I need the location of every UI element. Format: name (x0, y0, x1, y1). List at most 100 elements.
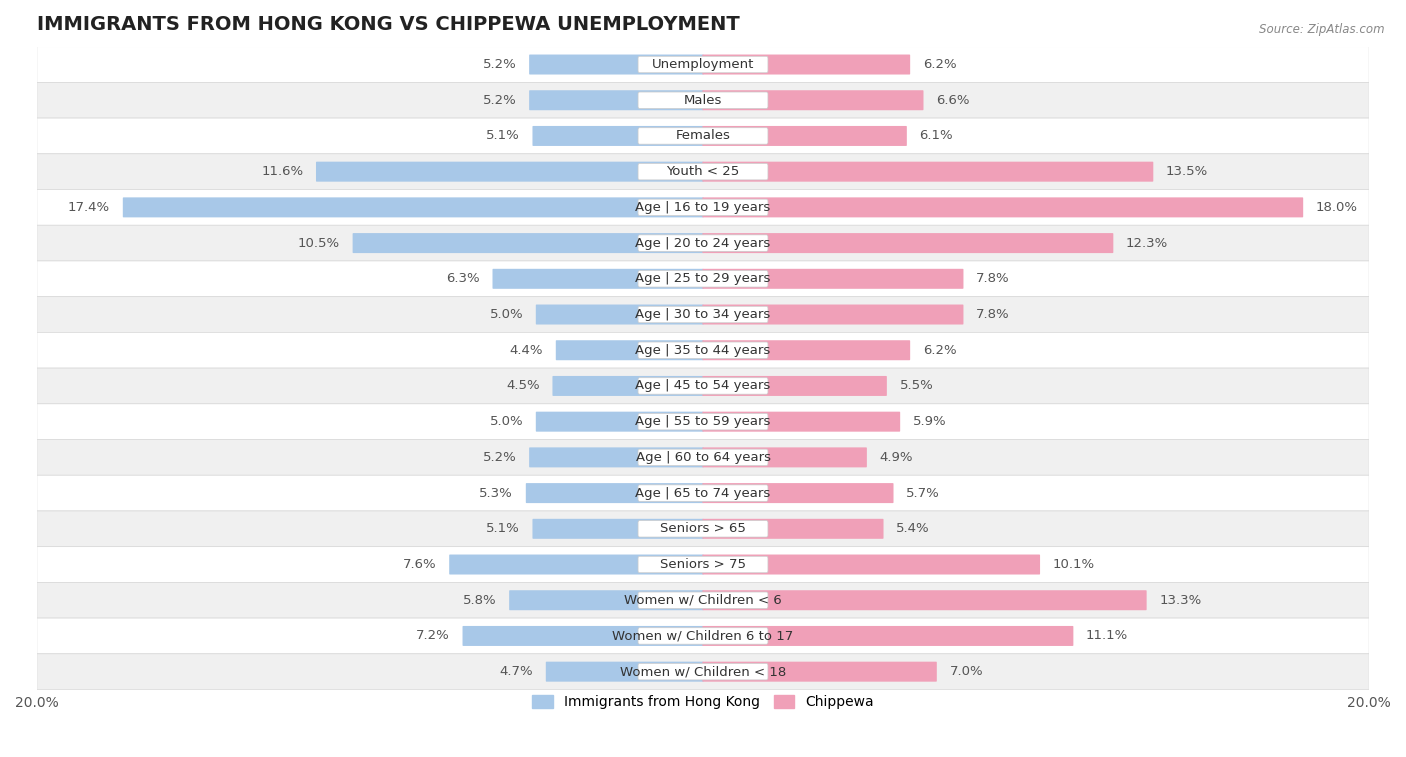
Text: Age | 20 to 24 years: Age | 20 to 24 years (636, 237, 770, 250)
Text: 4.4%: 4.4% (509, 344, 543, 357)
Text: 7.8%: 7.8% (976, 308, 1010, 321)
Text: 5.5%: 5.5% (900, 379, 934, 392)
FancyBboxPatch shape (638, 628, 768, 644)
FancyBboxPatch shape (638, 270, 768, 287)
FancyBboxPatch shape (703, 55, 910, 74)
FancyBboxPatch shape (638, 521, 768, 537)
Text: Age | 25 to 29 years: Age | 25 to 29 years (636, 273, 770, 285)
FancyBboxPatch shape (37, 261, 1369, 297)
FancyBboxPatch shape (703, 376, 887, 396)
FancyBboxPatch shape (37, 154, 1369, 189)
FancyBboxPatch shape (37, 511, 1369, 547)
Text: 5.2%: 5.2% (482, 94, 516, 107)
FancyBboxPatch shape (555, 340, 703, 360)
FancyBboxPatch shape (463, 626, 703, 646)
FancyBboxPatch shape (122, 198, 703, 217)
FancyBboxPatch shape (37, 582, 1369, 618)
Legend: Immigrants from Hong Kong, Chippewa: Immigrants from Hong Kong, Chippewa (526, 690, 880, 715)
FancyBboxPatch shape (526, 483, 703, 503)
FancyBboxPatch shape (703, 269, 963, 289)
Text: 6.2%: 6.2% (922, 58, 956, 71)
FancyBboxPatch shape (703, 590, 1147, 610)
Text: Seniors > 65: Seniors > 65 (659, 522, 747, 535)
FancyBboxPatch shape (638, 342, 768, 359)
FancyBboxPatch shape (37, 47, 1369, 83)
FancyBboxPatch shape (638, 663, 768, 680)
Text: Age | 30 to 34 years: Age | 30 to 34 years (636, 308, 770, 321)
Text: 5.1%: 5.1% (486, 129, 520, 142)
FancyBboxPatch shape (638, 164, 768, 180)
FancyBboxPatch shape (703, 662, 936, 681)
FancyBboxPatch shape (638, 307, 768, 322)
FancyBboxPatch shape (529, 90, 703, 111)
FancyBboxPatch shape (703, 447, 868, 467)
FancyBboxPatch shape (37, 618, 1369, 654)
FancyBboxPatch shape (449, 555, 703, 575)
FancyBboxPatch shape (509, 590, 703, 610)
FancyBboxPatch shape (37, 440, 1369, 475)
FancyBboxPatch shape (638, 235, 768, 251)
Text: 5.0%: 5.0% (489, 415, 523, 428)
Text: Age | 45 to 54 years: Age | 45 to 54 years (636, 379, 770, 392)
FancyBboxPatch shape (638, 92, 768, 108)
FancyBboxPatch shape (703, 626, 1073, 646)
FancyBboxPatch shape (638, 378, 768, 394)
Text: 10.1%: 10.1% (1053, 558, 1095, 571)
Text: 5.7%: 5.7% (907, 487, 941, 500)
FancyBboxPatch shape (703, 233, 1114, 253)
Text: Age | 35 to 44 years: Age | 35 to 44 years (636, 344, 770, 357)
FancyBboxPatch shape (529, 55, 703, 74)
Text: 6.1%: 6.1% (920, 129, 953, 142)
Text: 5.9%: 5.9% (912, 415, 946, 428)
Text: 7.6%: 7.6% (404, 558, 436, 571)
Text: 5.3%: 5.3% (479, 487, 513, 500)
Text: 10.5%: 10.5% (298, 237, 340, 250)
FancyBboxPatch shape (638, 199, 768, 216)
Text: 6.2%: 6.2% (922, 344, 956, 357)
Text: 4.9%: 4.9% (880, 451, 912, 464)
FancyBboxPatch shape (316, 162, 703, 182)
Text: 5.8%: 5.8% (463, 593, 496, 606)
FancyBboxPatch shape (37, 368, 1369, 403)
FancyBboxPatch shape (37, 83, 1369, 118)
Text: Unemployment: Unemployment (652, 58, 754, 71)
Text: 13.5%: 13.5% (1166, 165, 1208, 178)
Text: 12.3%: 12.3% (1126, 237, 1168, 250)
Text: Source: ZipAtlas.com: Source: ZipAtlas.com (1260, 23, 1385, 36)
Text: 5.2%: 5.2% (482, 451, 516, 464)
Text: 7.2%: 7.2% (416, 630, 450, 643)
FancyBboxPatch shape (546, 662, 703, 681)
Text: IMMIGRANTS FROM HONG KONG VS CHIPPEWA UNEMPLOYMENT: IMMIGRANTS FROM HONG KONG VS CHIPPEWA UN… (37, 15, 740, 34)
Text: Age | 16 to 19 years: Age | 16 to 19 years (636, 201, 770, 214)
FancyBboxPatch shape (37, 226, 1369, 261)
FancyBboxPatch shape (533, 519, 703, 539)
FancyBboxPatch shape (638, 56, 768, 73)
Text: 13.3%: 13.3% (1160, 593, 1202, 606)
FancyBboxPatch shape (37, 403, 1369, 440)
FancyBboxPatch shape (638, 592, 768, 609)
FancyBboxPatch shape (703, 304, 963, 325)
FancyBboxPatch shape (492, 269, 703, 289)
FancyBboxPatch shape (553, 376, 703, 396)
FancyBboxPatch shape (37, 475, 1369, 511)
FancyBboxPatch shape (703, 126, 907, 146)
Text: 17.4%: 17.4% (67, 201, 110, 214)
FancyBboxPatch shape (37, 297, 1369, 332)
Text: Youth < 25: Youth < 25 (666, 165, 740, 178)
FancyBboxPatch shape (638, 449, 768, 466)
Text: 4.7%: 4.7% (499, 665, 533, 678)
FancyBboxPatch shape (536, 412, 703, 431)
FancyBboxPatch shape (703, 198, 1303, 217)
FancyBboxPatch shape (703, 555, 1040, 575)
FancyBboxPatch shape (37, 654, 1369, 690)
Text: Age | 65 to 74 years: Age | 65 to 74 years (636, 487, 770, 500)
FancyBboxPatch shape (37, 547, 1369, 582)
Text: 7.8%: 7.8% (976, 273, 1010, 285)
Text: 11.6%: 11.6% (262, 165, 304, 178)
Text: Females: Females (675, 129, 731, 142)
Text: Women w/ Children 6 to 17: Women w/ Children 6 to 17 (613, 630, 793, 643)
Text: Women w/ Children < 18: Women w/ Children < 18 (620, 665, 786, 678)
FancyBboxPatch shape (638, 556, 768, 573)
Text: 4.5%: 4.5% (506, 379, 540, 392)
FancyBboxPatch shape (529, 447, 703, 467)
